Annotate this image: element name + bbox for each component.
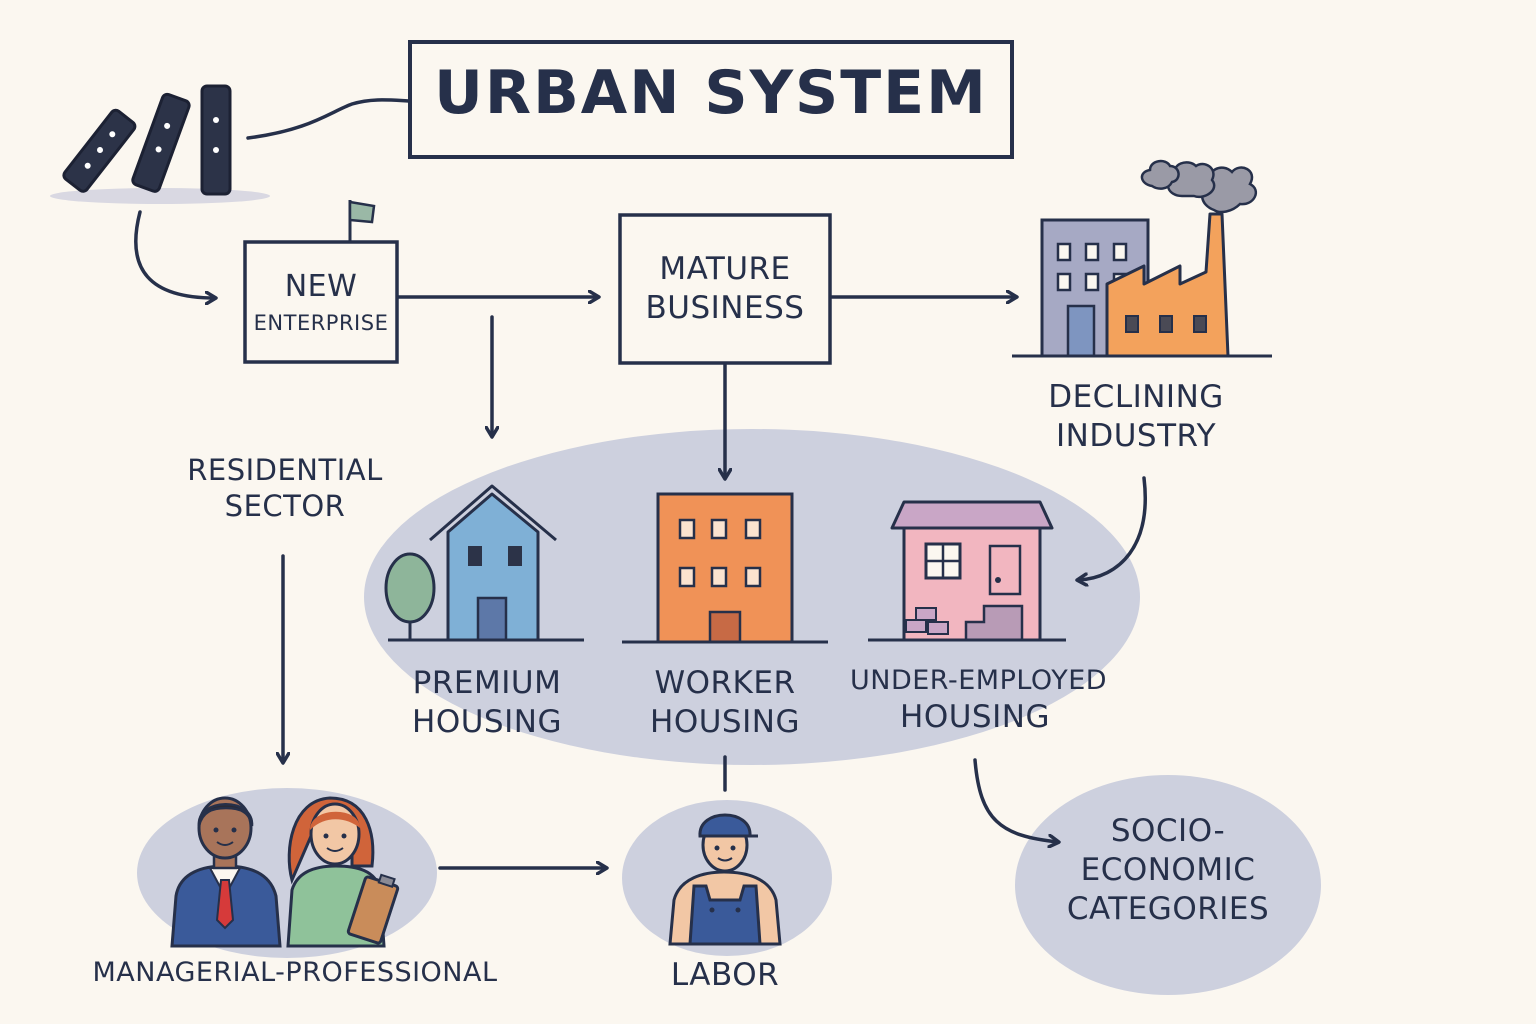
socio-economic-label: SOCIO- ECONOMIC CATEGORIES [1040, 812, 1296, 928]
underemployed-house-icon [868, 500, 1066, 642]
worker-housing-line-2: HOUSING [650, 703, 800, 740]
worker-housing-label: WORKER HOUSING [630, 664, 820, 742]
arrow-declining-underemployed [1078, 476, 1147, 580]
new-enterprise-box [243, 240, 399, 364]
underemployed-housing-line-1: UNDER-EMPLOYED [850, 665, 1108, 696]
arrow-underemployed-socio [973, 758, 1058, 842]
arrow-domino-enterprise [134, 210, 215, 298]
underemployed-housing-line-2: HOUSING [900, 698, 1050, 735]
factory-icon [1012, 212, 1272, 358]
manager-icon [170, 796, 282, 948]
premium-housing-line-2: HOUSING [412, 703, 562, 740]
underemployed-housing-label: UNDER-EMPLOYED HOUSING [850, 664, 1108, 737]
residential-sector-label: RESIDENTIAL SECTOR [170, 452, 400, 525]
house-icon [388, 484, 584, 642]
smoke-icon [1140, 159, 1258, 214]
tree-icon [384, 552, 436, 640]
residential-sector-line-1: RESIDENTIAL [187, 453, 383, 487]
apartment-icon [622, 492, 828, 644]
socio-economic-line-1: SOCIO- [1110, 813, 1226, 849]
new-enterprise-label: NEW ENTERPRISE [245, 268, 397, 336]
mature-business-line-2: BUSINESS [645, 289, 805, 326]
new-enterprise-line-1: NEW [284, 269, 358, 304]
mature-business-line-1: MATURE [659, 251, 791, 287]
socio-bubble [1015, 775, 1321, 995]
premium-housing-label: PREMIUM HOUSING [392, 664, 582, 742]
labor-label: LABOR [670, 957, 780, 993]
premium-housing-line-1: PREMIUM [412, 665, 562, 701]
mature-business-box [618, 213, 832, 365]
domino-icon [50, 84, 270, 204]
socio-economic-line-3: CATEGORIES [1066, 890, 1270, 927]
page-title: URBAN SYSTEM [434, 58, 988, 128]
flag-icon [348, 200, 376, 242]
professional-icon [286, 796, 400, 948]
worker-icon [668, 813, 782, 946]
declining-industry-line-1: DECLINING [1048, 379, 1224, 415]
declining-industry-label: DECLINING INDUSTRY [1026, 378, 1246, 456]
managerial-professional-label: MANAGERIAL-PROFESSIONAL [92, 957, 498, 988]
residential-sector-line-2: SECTOR [224, 489, 346, 524]
worker-housing-line-1: WORKER [654, 665, 796, 701]
socio-economic-line-2: ECONOMIC [1080, 851, 1256, 888]
declining-industry-line-2: INDUSTRY [1056, 417, 1216, 454]
domino-title-link [246, 98, 412, 140]
mature-business-label: MATURE BUSINESS [620, 250, 830, 328]
new-enterprise-line-2: ENTERPRISE [253, 310, 389, 335]
